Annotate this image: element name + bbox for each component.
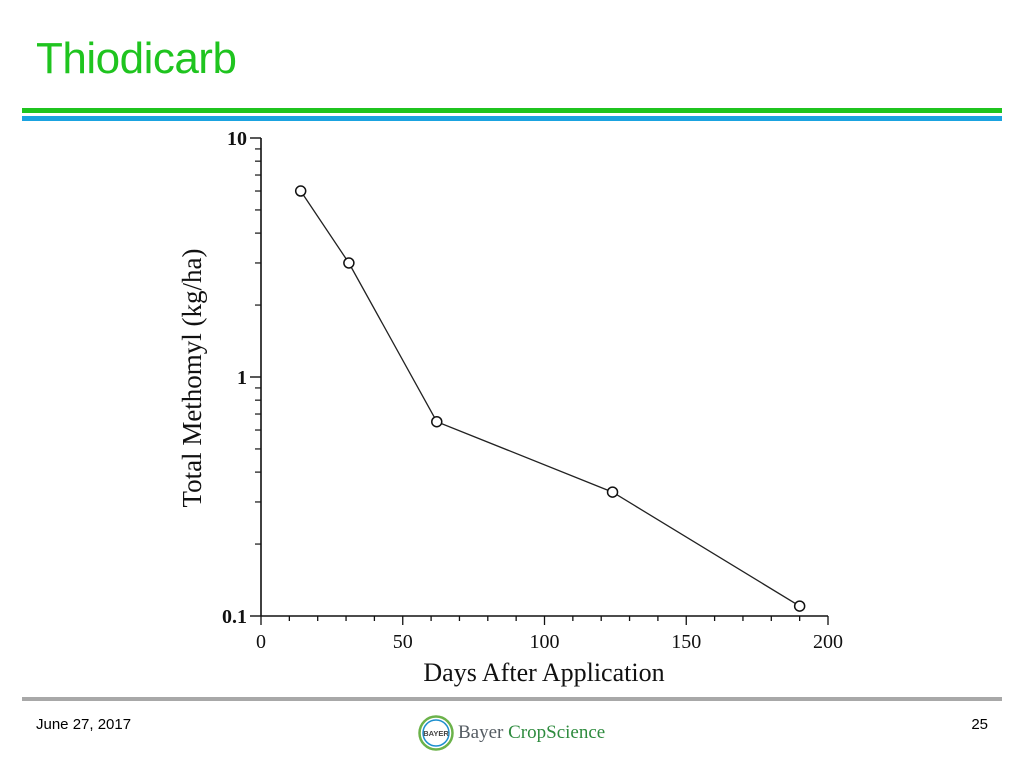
brand-word-cropscience: CropScience (508, 722, 606, 743)
slide-title: Thiodicarb (36, 34, 237, 83)
chart-marks (294, 185, 806, 612)
title-rule-green (22, 108, 1002, 113)
y-tick-label: 1 (237, 367, 247, 389)
x-axis-label: Days After Application (423, 658, 664, 687)
footer-rule (22, 697, 1002, 701)
data-point (431, 415, 443, 428)
page-number: 25 (971, 716, 988, 733)
chart-axes: 0 50 100 150 200 0.1 1 10 (222, 128, 843, 653)
footer-date: June 27, 2017 (36, 716, 132, 733)
x-tick-label: 50 (393, 631, 413, 653)
svg-text:BAYER: BAYER (423, 729, 449, 738)
brand-word-bayer: Bayer (458, 722, 504, 743)
bayer-cross-logo-icon: BAYER (418, 715, 454, 751)
data-point (606, 486, 619, 498)
data-point (294, 185, 307, 197)
x-tick-label: 200 (813, 631, 843, 653)
x-tick-label: 150 (671, 631, 701, 653)
x-tick-label: 0 (256, 631, 266, 653)
x-tick-label: 100 (530, 631, 560, 653)
y-tick-label: 10 (227, 128, 247, 150)
data-point (793, 600, 806, 612)
data-point (343, 257, 355, 269)
series-line (300, 190, 800, 607)
y-axis-label: Total Methomyl (kg/ha) (177, 248, 207, 507)
bayer-cropscience-logo: BAYER Bayer CropScience (418, 713, 605, 753)
title-rule-blue (22, 116, 1002, 121)
y-tick-label: 0.1 (222, 606, 247, 628)
